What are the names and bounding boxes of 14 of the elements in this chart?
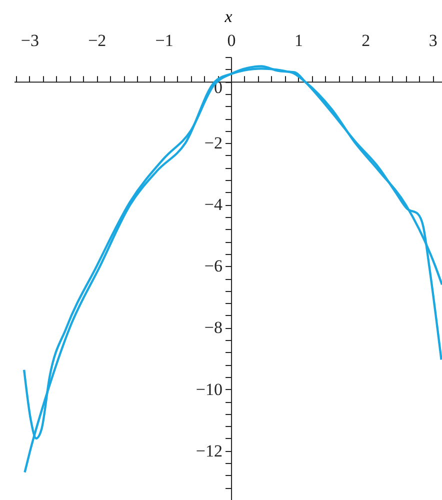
y-tick-label: −6: [204, 256, 223, 276]
y-tick-label: −12: [196, 441, 223, 460]
y-tick-label: −2: [204, 134, 223, 153]
x-tick-label: 0: [227, 31, 236, 50]
x-tick-label: −3: [20, 31, 39, 50]
y-tick-label: −8: [204, 318, 223, 338]
x-tick-label: −1: [155, 31, 174, 50]
y-tick-label: −4: [204, 195, 224, 214]
x-tick-label: 2: [362, 31, 370, 50]
x-tick-label: −2: [88, 31, 106, 50]
y-tick-label: −10: [196, 380, 223, 399]
x-axis-title: x: [224, 7, 233, 26]
x-tick-label: 3: [428, 31, 438, 50]
x-tick-label: 1: [294, 31, 303, 50]
